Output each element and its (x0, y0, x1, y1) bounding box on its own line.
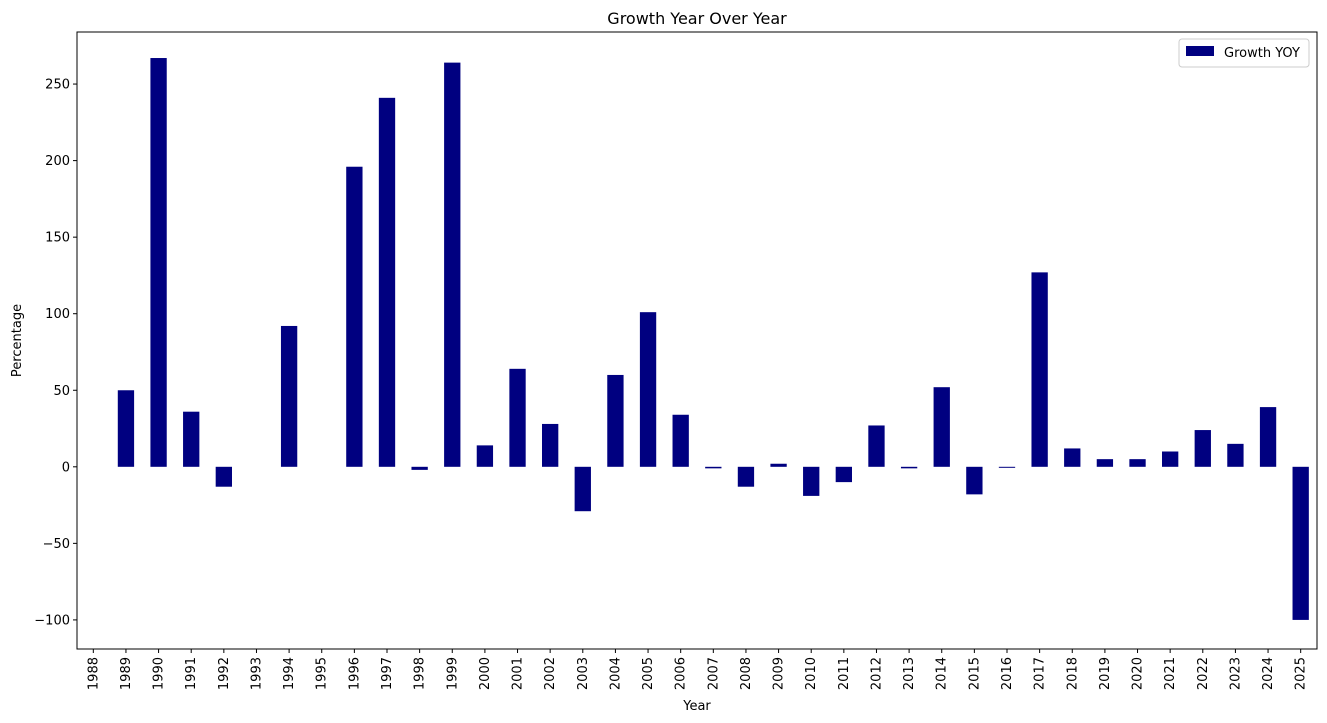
bar-1996 (346, 166, 363, 467)
plot-frame (76, 31, 1318, 650)
x-tick-label-2001: 2001 (511, 657, 526, 690)
x-axis-ticks: 1988 1989 1990 1991 1992 1993 1994 1995 1996 1997… (86, 649, 1309, 690)
x-tick-label-2023: 2023 (1228, 657, 1243, 690)
x-tick-label-2021: 2021 (1163, 657, 1178, 690)
bar-2015 (966, 466, 983, 495)
bar-2020 (1129, 459, 1146, 467)
x-tick-label-2002: 2002 (543, 657, 558, 690)
y-tick-label: 100 (45, 307, 70, 322)
bar-1990 (150, 58, 167, 467)
y-tick-label: −50 (43, 537, 70, 552)
x-tick-label-2011: 2011 (837, 657, 852, 690)
x-tick-label-2014: 2014 (935, 657, 950, 690)
x-tick-label-1988: 1988 (86, 657, 101, 690)
bar-2018 (1064, 448, 1081, 467)
x-tick-label-1993: 1993 (249, 657, 264, 690)
x-tick-label-2010: 2010 (804, 657, 819, 690)
bar-1991 (183, 411, 200, 467)
x-tick-label-1998: 1998 (413, 657, 428, 690)
bar-2007 (705, 466, 722, 469)
bar-1994 (280, 325, 298, 467)
x-tick-label-1991: 1991 (184, 657, 199, 690)
x-tick-label-1989: 1989 (119, 657, 134, 690)
x-tick-label-1994: 1994 (282, 657, 297, 690)
x-tick-label-2025: 2025 (1294, 657, 1309, 690)
x-tick-label-1996: 1996 (347, 657, 362, 690)
bar-2008 (737, 466, 755, 487)
x-tick-label-2007: 2007 (706, 657, 721, 690)
x-axis-label: Year (682, 699, 711, 714)
x-tick-label-2019: 2019 (1098, 657, 1113, 690)
bar-2012 (868, 425, 885, 467)
bar-2009 (770, 463, 787, 467)
bar-1999 (444, 62, 461, 467)
x-tick-label-2017: 2017 (1033, 657, 1048, 690)
x-tick-label-1995: 1995 (315, 657, 330, 690)
x-tick-label-1990: 1990 (152, 657, 167, 690)
y-tick-label: 0 (62, 460, 70, 475)
x-tick-label-2022: 2022 (1196, 657, 1211, 690)
bar-2004 (607, 374, 624, 467)
y-tick-label: 250 (45, 78, 70, 93)
legend-label: Growth YOY (1224, 46, 1300, 61)
bar-1992 (215, 466, 232, 487)
bar-2014 (933, 387, 950, 467)
x-tick-label-2012: 2012 (869, 657, 884, 690)
x-tick-label-2013: 2013 (902, 657, 917, 690)
bar-2000 (476, 445, 494, 467)
x-tick-label-2020: 2020 (1131, 657, 1146, 690)
x-tick-label-2016: 2016 (1000, 657, 1015, 690)
bar-2016 (998, 466, 1016, 468)
bar-2006 (672, 414, 689, 467)
y-tick-label: −100 (34, 613, 70, 628)
bar-2017 (1031, 272, 1048, 467)
bar-1989 (117, 390, 135, 467)
x-tick-label-2008: 2008 (739, 657, 754, 690)
y-axis-label: Percentage (10, 304, 25, 377)
bar-2013 (900, 466, 918, 469)
chart-title: Growth Year Over Year (607, 9, 787, 28)
legend-swatch (1186, 46, 1214, 56)
bar-2011 (835, 466, 852, 483)
x-tick-label-2024: 2024 (1261, 657, 1276, 690)
x-tick-label-2015: 2015 (967, 657, 982, 690)
x-tick-label-2009: 2009 (772, 657, 787, 690)
x-tick-label-2000: 2000 (478, 657, 493, 690)
bar-2005 (639, 312, 657, 467)
bar-2024 (1259, 407, 1277, 467)
x-tick-label-1999: 1999 (445, 657, 460, 690)
y-axis-ticks: −100 −50 0 50 100 150 200 250 (34, 78, 77, 628)
x-tick-label-2003: 2003 (576, 657, 591, 690)
bar-2022 (1194, 430, 1211, 467)
bar-2002 (542, 423, 559, 467)
x-tick-label-2004: 2004 (608, 657, 623, 690)
x-tick-label-2018: 2018 (1065, 657, 1080, 690)
bar-1998 (411, 466, 428, 470)
bar-1997 (378, 97, 396, 467)
y-tick-label: 200 (45, 154, 70, 169)
x-tick-label-1992: 1992 (217, 657, 232, 690)
bar-2003 (574, 466, 591, 512)
bars-group (117, 58, 1309, 620)
x-tick-label-2006: 2006 (674, 657, 689, 690)
bar-2001 (509, 368, 526, 467)
bar-2025 (1292, 466, 1309, 620)
bar-2023 (1227, 443, 1244, 467)
bar-2021 (1162, 451, 1179, 467)
bar-2010 (803, 466, 820, 496)
x-tick-label-2005: 2005 (641, 657, 656, 690)
y-tick-label: 150 (45, 231, 70, 246)
bar-2019 (1096, 459, 1114, 467)
legend: Growth YOY (1178, 38, 1310, 68)
y-tick-label: 50 (53, 384, 70, 399)
x-tick-label-1997: 1997 (380, 657, 395, 690)
